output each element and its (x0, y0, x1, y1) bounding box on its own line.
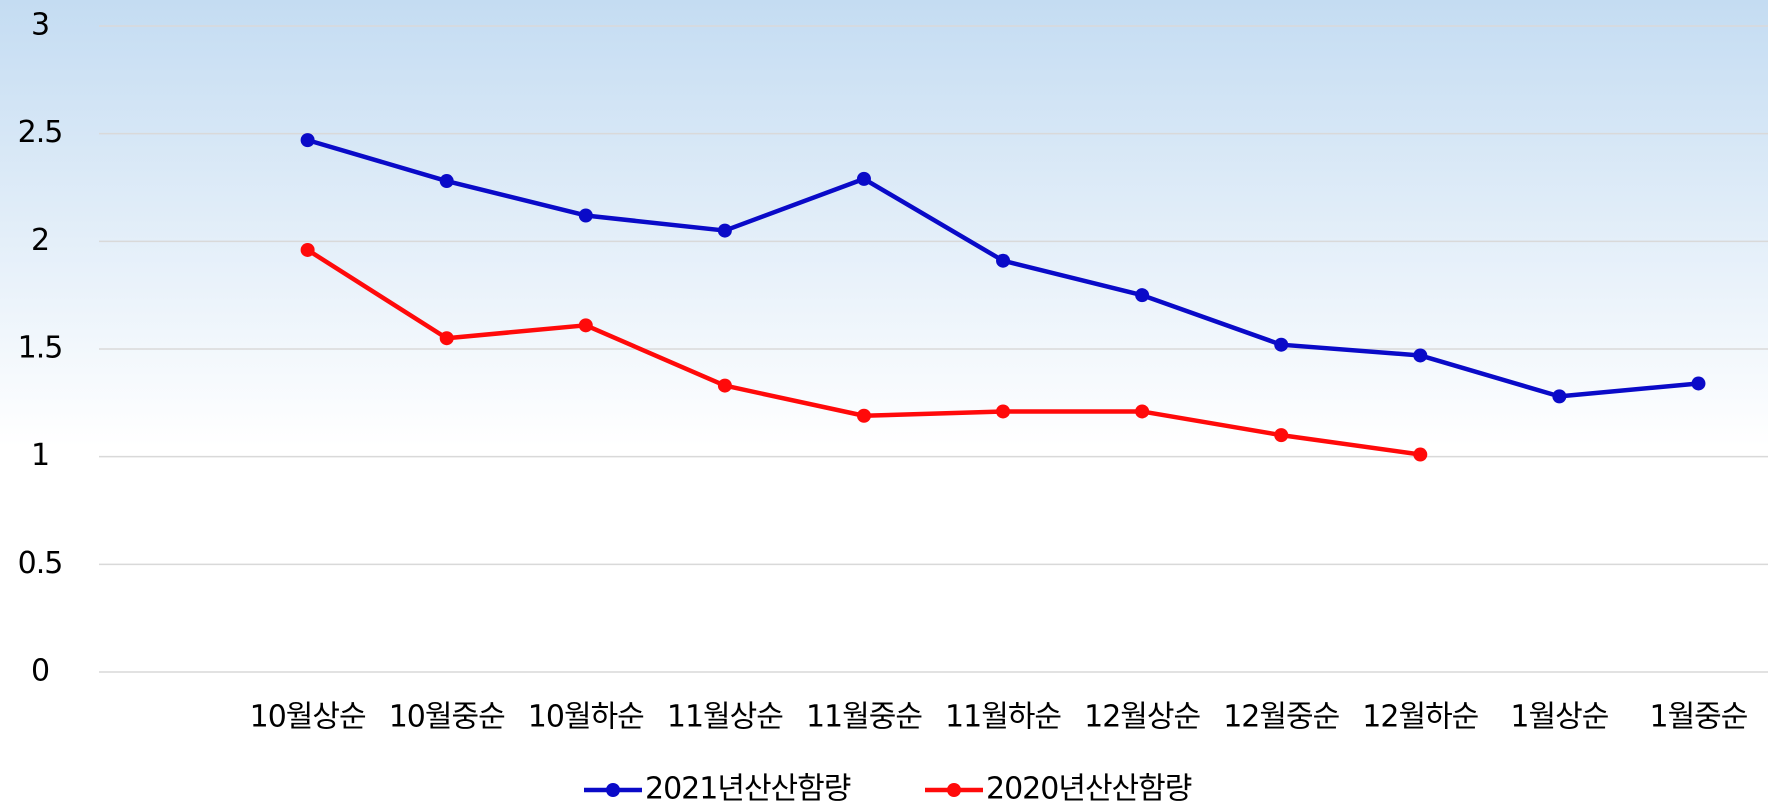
data-point (856, 408, 871, 423)
x-tick-label: 12월하순 (1362, 700, 1478, 735)
x-tick-label: 10월상순 (250, 700, 366, 735)
y-tick-label: 1 (31, 438, 49, 473)
legend-label: 2021년산산함량 (645, 772, 851, 807)
data-point (300, 133, 315, 148)
y-tick-label: 2 (31, 223, 49, 258)
data-point (1413, 348, 1428, 363)
data-point (996, 253, 1011, 268)
legend-label: 2020년산산함량 (986, 772, 1192, 807)
y-tick-label: 2.5 (18, 115, 63, 150)
legend-marker (606, 783, 620, 797)
x-tick-label: 10월중순 (389, 700, 505, 735)
data-point (1135, 404, 1150, 419)
data-point (439, 174, 454, 189)
x-tick-label: 1월상순 (1510, 700, 1608, 735)
y-tick-label: 1.5 (18, 331, 63, 366)
data-point (1274, 428, 1289, 443)
data-point (1552, 389, 1567, 404)
data-point (717, 223, 732, 238)
y-tick-label: 0.5 (18, 546, 63, 581)
y-tick-label: 0 (31, 654, 49, 689)
data-point (578, 318, 593, 333)
legend-marker (947, 783, 961, 797)
x-tick-label: 12월상순 (1084, 700, 1200, 735)
x-tick-label: 11월상순 (667, 700, 783, 735)
data-point (1413, 447, 1428, 462)
y-tick-label: 3 (31, 8, 49, 43)
x-tick-label: 1월중순 (1650, 700, 1748, 735)
x-tick-label: 11월하순 (945, 700, 1061, 735)
x-tick-label: 10월하순 (528, 700, 644, 735)
data-point (1274, 337, 1289, 352)
x-tick-label: 11월중순 (806, 700, 922, 735)
data-point (1135, 288, 1150, 303)
data-point (1691, 376, 1706, 391)
data-point (300, 242, 315, 257)
data-point (856, 171, 871, 186)
data-point (996, 404, 1011, 419)
x-tick-label: 12월중순 (1223, 700, 1339, 735)
data-point (717, 378, 732, 393)
data-point (578, 208, 593, 223)
data-point (439, 331, 454, 346)
